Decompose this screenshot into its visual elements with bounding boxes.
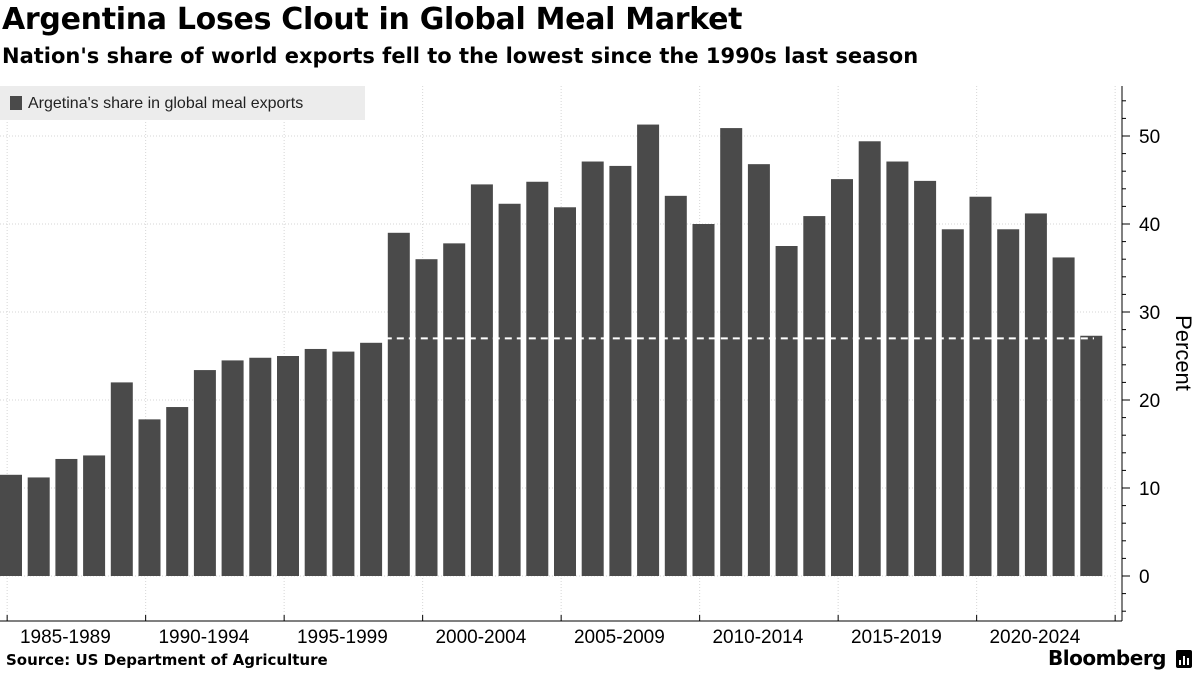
source-note: Source: US Department of Agriculture — [6, 651, 328, 669]
bar — [415, 259, 438, 576]
bar — [526, 181, 549, 576]
y-tick-label: 20 — [1139, 391, 1160, 412]
y-tick-label: 40 — [1139, 215, 1160, 236]
legend: Argetina's share in global meal exports — [0, 86, 365, 120]
bar — [858, 141, 881, 576]
bar — [83, 455, 106, 576]
bar — [747, 164, 770, 576]
x-tick-label: 2010-2014 — [712, 627, 803, 648]
x-tick-label: 2000-2004 — [435, 627, 526, 648]
bar — [27, 477, 50, 576]
bar — [304, 348, 327, 576]
bar — [193, 370, 216, 576]
chart-subtitle: Nation's share of world exports fell to … — [2, 44, 919, 68]
bar — [692, 224, 715, 576]
bar — [1080, 335, 1103, 576]
bar — [637, 124, 660, 576]
bloomberg-icon — [1176, 650, 1192, 668]
bar — [1024, 213, 1047, 576]
bar — [831, 179, 853, 576]
y-tick-label: 0 — [1139, 567, 1150, 588]
bar — [0, 474, 22, 576]
bar — [55, 458, 78, 576]
bar — [609, 165, 632, 577]
x-tick-label: 1990-1994 — [158, 627, 249, 648]
y-tick-label: 50 — [1139, 127, 1160, 148]
bar — [775, 246, 798, 576]
bar — [997, 229, 1020, 576]
bar — [969, 196, 992, 576]
bar — [332, 351, 355, 576]
bar — [249, 357, 272, 576]
legend-label: Argetina's share in global meal exports — [28, 95, 303, 112]
x-tick-label: 2005-2009 — [574, 627, 665, 648]
bars — [0, 124, 1103, 577]
bar — [886, 161, 909, 576]
bar — [498, 203, 521, 576]
bar — [914, 180, 937, 576]
x-tick-label: 1995-1999 — [297, 627, 388, 648]
brand-wordmark: Bloomberg — [1048, 646, 1166, 670]
bar — [941, 229, 964, 576]
bar — [166, 407, 189, 576]
legend-swatch — [10, 96, 22, 110]
axes: 0 10 20 30 40 50 1985-1989 1990-1994 1995-1999 20… — [0, 86, 1160, 648]
bar — [664, 195, 687, 576]
bar — [803, 216, 826, 576]
bar — [554, 207, 576, 576]
y-tick-label: 30 — [1139, 303, 1160, 324]
bar — [470, 184, 493, 576]
x-tick-label: 1985-1989 — [20, 627, 111, 648]
legend-background — [0, 86, 365, 120]
bar — [581, 161, 604, 576]
bar — [221, 360, 244, 576]
bar — [138, 419, 161, 576]
bar — [387, 232, 410, 577]
bar — [720, 128, 743, 576]
bar — [1052, 257, 1075, 576]
chart-title: Argentina Loses Clout in Global Meal Mar… — [2, 2, 743, 37]
bar — [110, 382, 133, 576]
x-tick-label: 2020-2024 — [989, 627, 1080, 648]
bar — [277, 356, 299, 576]
bar — [360, 342, 383, 576]
bar — [443, 243, 466, 577]
y-tick-label: 10 — [1139, 479, 1160, 500]
y-axis-label: Percent — [1171, 315, 1196, 391]
x-tick-label: 2015-2019 — [851, 627, 942, 648]
